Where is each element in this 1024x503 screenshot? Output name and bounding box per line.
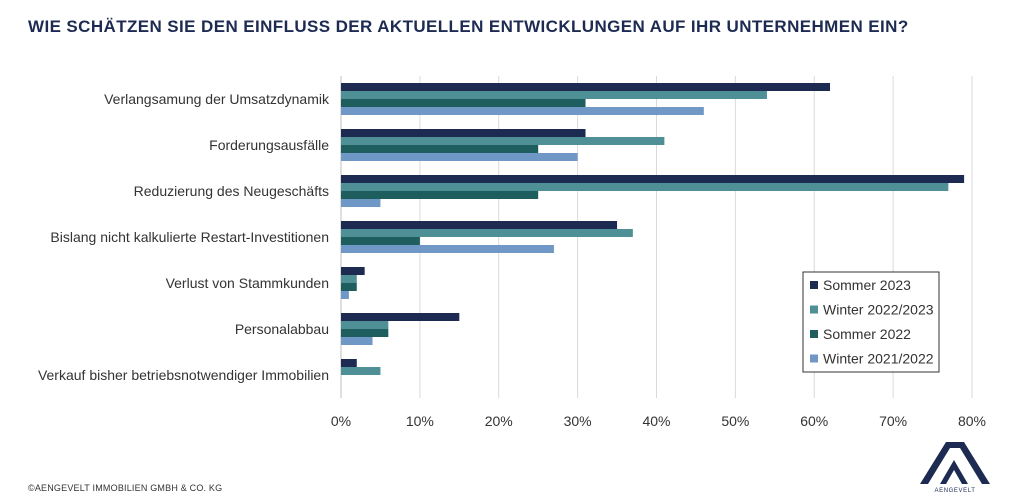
bar bbox=[341, 367, 381, 375]
category-label: Forderungsausfälle bbox=[209, 137, 329, 153]
x-tick-label: 50% bbox=[721, 413, 749, 429]
bar bbox=[341, 237, 420, 245]
x-tick-label: 10% bbox=[406, 413, 434, 429]
bar bbox=[341, 245, 554, 253]
bar bbox=[341, 107, 704, 115]
legend-label: Winter 2021/2022 bbox=[823, 351, 934, 367]
bar bbox=[341, 99, 586, 107]
legend-box bbox=[802, 271, 940, 373]
legend-label: Sommer 2022 bbox=[823, 326, 911, 342]
category-label: Verkauf bisher betriebsnotwendiger Immob… bbox=[38, 367, 329, 383]
x-tick-label: 80% bbox=[958, 413, 986, 429]
legend-swatch bbox=[810, 330, 818, 338]
bar bbox=[341, 321, 389, 329]
x-tick-label: 30% bbox=[564, 413, 592, 429]
bar bbox=[341, 275, 357, 283]
bar bbox=[341, 91, 767, 99]
bar bbox=[341, 337, 373, 345]
bar bbox=[341, 153, 578, 161]
bar bbox=[341, 137, 665, 145]
x-tick-label: 70% bbox=[879, 413, 907, 429]
bar bbox=[341, 329, 389, 337]
bar bbox=[341, 229, 633, 237]
bar bbox=[341, 183, 949, 191]
bar bbox=[341, 175, 965, 183]
category-label: Personalabbau bbox=[235, 321, 329, 337]
category-label: Verlust von Stammkunden bbox=[166, 275, 329, 291]
logo-mark-icon bbox=[920, 442, 990, 484]
legend-swatch bbox=[810, 281, 818, 289]
legend-label: Winter 2022/2023 bbox=[823, 302, 934, 318]
x-tick-label: 0% bbox=[331, 413, 351, 429]
bar bbox=[341, 267, 365, 275]
legend-swatch bbox=[810, 305, 818, 314]
aengevelt-logo: AENGEVELT bbox=[916, 436, 994, 498]
bar bbox=[341, 283, 357, 291]
bar bbox=[341, 359, 357, 367]
bar bbox=[341, 291, 349, 299]
category-label: Bislang nicht kalkulierte Restart-Invest… bbox=[50, 229, 329, 245]
logo-text: AENGEVELT bbox=[934, 488, 976, 494]
bar bbox=[341, 145, 539, 153]
bar bbox=[341, 313, 460, 321]
bar bbox=[341, 83, 831, 91]
copyright-footer: ©AENGEVELT IMMOBILIEN GMBH & CO. KG bbox=[28, 483, 223, 493]
x-tick-label: 40% bbox=[642, 413, 670, 429]
x-tick-label: 20% bbox=[485, 413, 513, 429]
bar bbox=[341, 199, 381, 207]
legend-swatch bbox=[810, 354, 818, 363]
bar bbox=[341, 221, 618, 229]
bar bbox=[341, 129, 586, 137]
category-label: Reduzierung des Neugeschäfts bbox=[134, 183, 329, 199]
chart-title: WIE SCHÄTZEN SIE DEN EINFLUSS DER AKTUEL… bbox=[28, 17, 909, 36]
bar bbox=[341, 191, 539, 199]
category-label: Verlangsamung der Umsatzdynamik bbox=[104, 91, 330, 107]
x-tick-label: 60% bbox=[800, 413, 828, 429]
legend-label: Sommer 2023 bbox=[823, 277, 911, 293]
